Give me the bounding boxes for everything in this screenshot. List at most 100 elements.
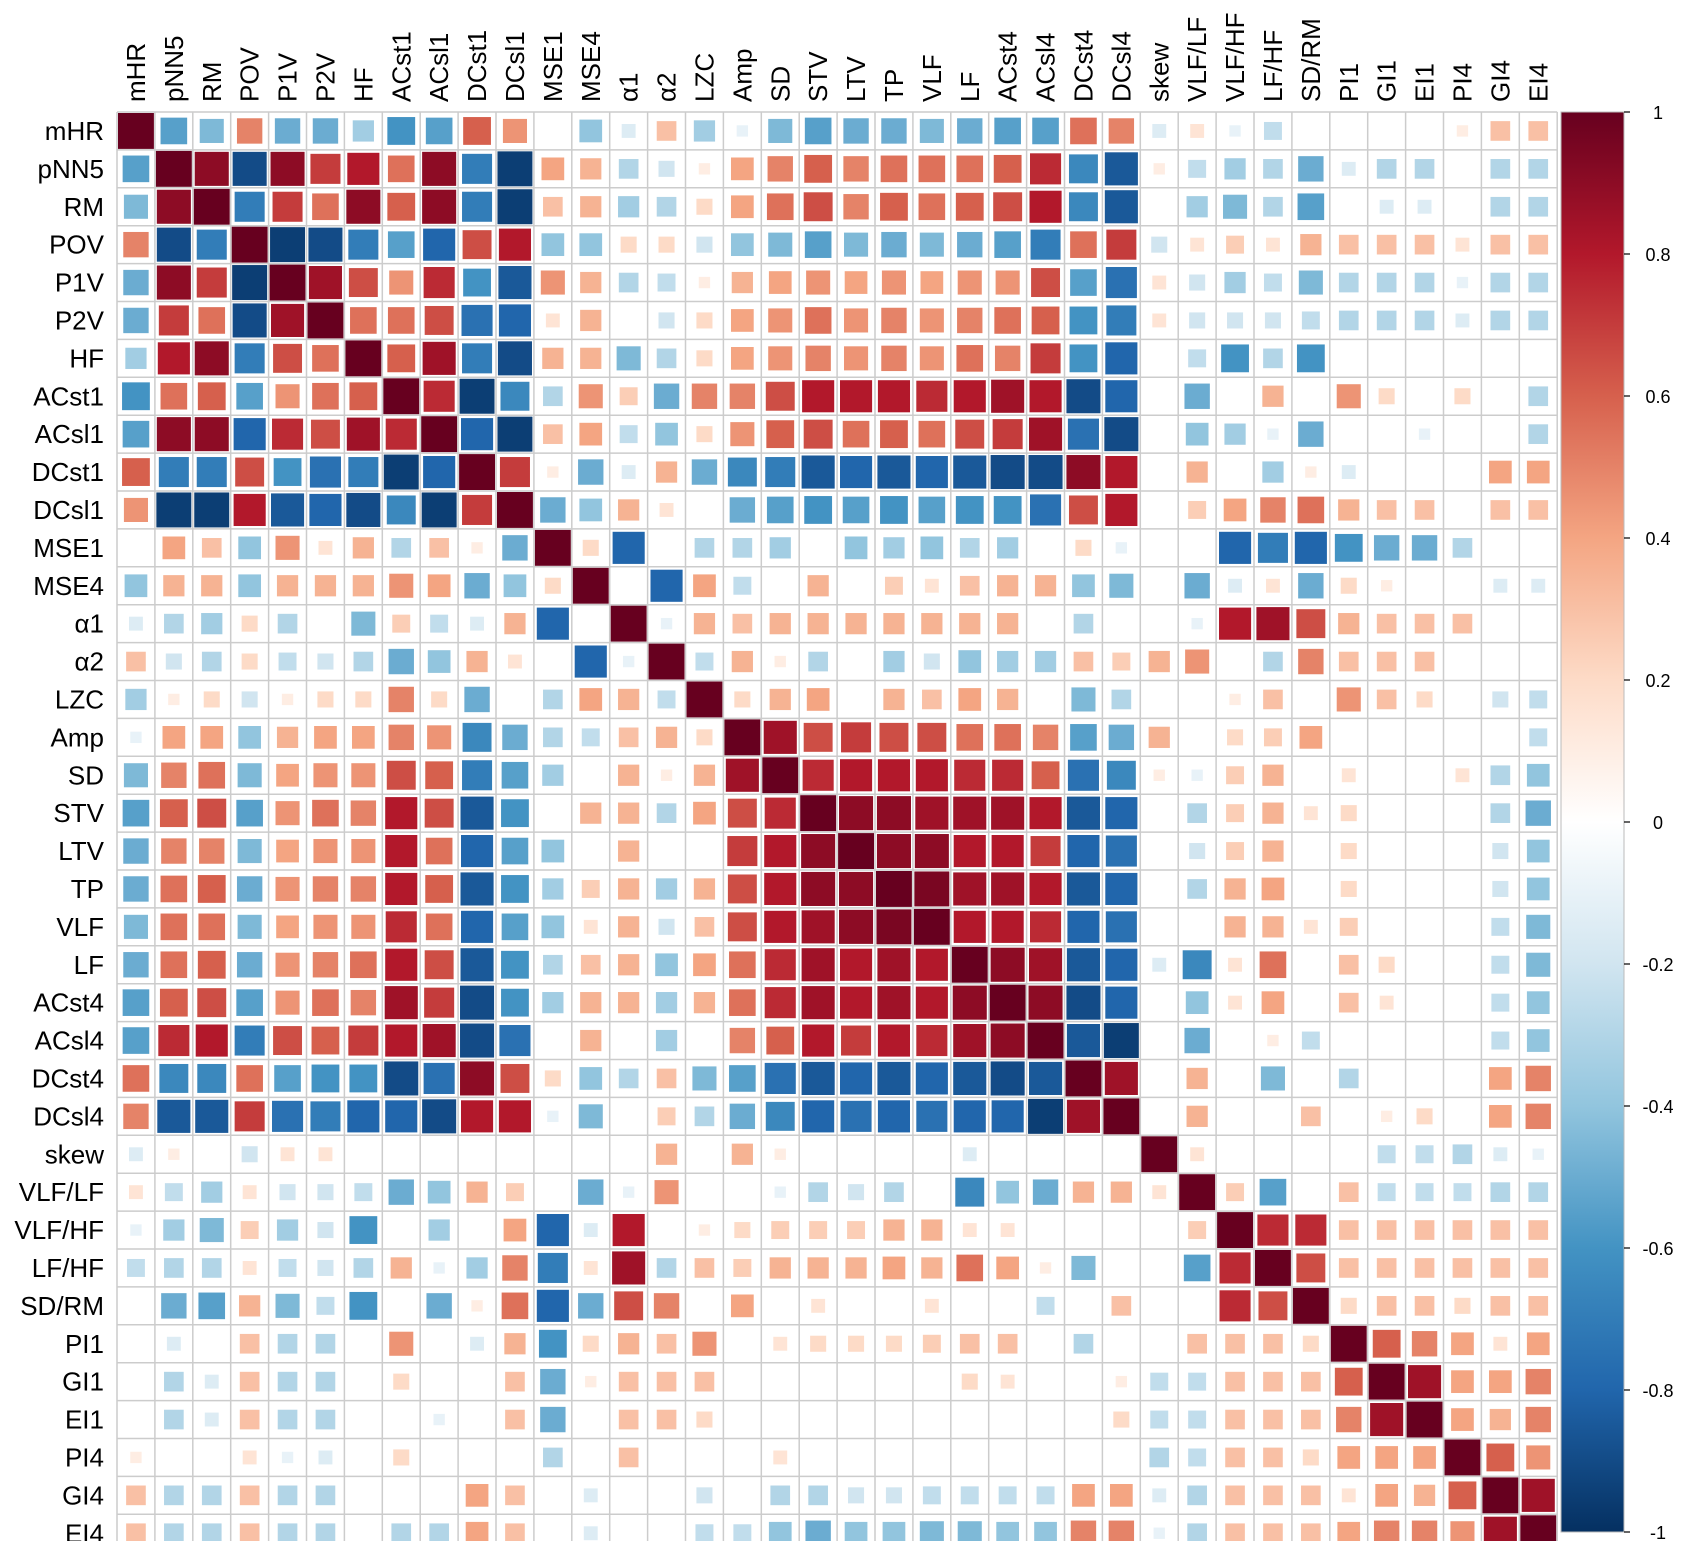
matrix-cell — [1217, 1212, 1253, 1248]
matrix-cell — [1228, 957, 1242, 972]
matrix-cell — [696, 729, 713, 746]
matrix-cell — [1066, 379, 1101, 414]
matrix-cell — [1036, 1296, 1055, 1315]
matrix-cell — [918, 193, 946, 221]
matrix-cell — [502, 118, 527, 143]
matrix-cell — [157, 342, 190, 375]
matrix-cell — [501, 988, 529, 1017]
matrix-cell — [1106, 229, 1137, 260]
matrix-cell — [1375, 1484, 1399, 1507]
matrix-cell — [801, 948, 835, 982]
matrix-cell — [505, 1371, 525, 1392]
matrix-cell — [503, 1218, 527, 1242]
matrix-cell — [542, 347, 564, 369]
matrix-cell — [313, 763, 338, 788]
matrix-cell — [1111, 689, 1132, 710]
matrix-cell — [501, 799, 529, 828]
matrix-cell — [1373, 1520, 1400, 1541]
matrix-cell — [883, 1219, 905, 1241]
matrix-cell — [884, 576, 903, 595]
matrix-cell — [801, 455, 835, 489]
matrix-cell — [1378, 956, 1395, 973]
matrix-cell — [768, 271, 792, 294]
matrix-cell — [729, 1065, 756, 1092]
matrix-cell — [352, 726, 375, 749]
matrix-cell — [733, 576, 752, 595]
matrix-cell — [1029, 417, 1063, 451]
colorbar-tick-label: -1 — [1650, 1523, 1666, 1541]
matrix-cell — [1263, 728, 1282, 747]
matrix-cell — [994, 231, 1021, 258]
matrix-cell — [731, 1143, 753, 1165]
matrix-cell — [658, 312, 675, 329]
matrix-cell — [1030, 229, 1061, 260]
matrix-cell — [1526, 1332, 1550, 1356]
column-label: ACst1 — [386, 31, 416, 102]
matrix-cell — [1298, 573, 1324, 599]
matrix-cell — [881, 231, 907, 258]
matrix-cell — [428, 1219, 450, 1241]
matrix-cell — [655, 1143, 678, 1165]
matrix-cell — [156, 417, 191, 452]
matrix-cell — [1067, 418, 1099, 450]
column-label: P2V — [310, 52, 340, 102]
matrix-cell — [997, 537, 1019, 559]
matrix-cell — [580, 158, 602, 180]
matrix-cell — [991, 835, 1024, 868]
matrix-cell — [1456, 276, 1469, 289]
matrix-cell — [242, 1450, 257, 1465]
matrix-cell — [733, 1524, 752, 1541]
matrix-cell — [991, 1100, 1024, 1133]
matrix-cell — [1225, 1333, 1245, 1354]
matrix-cell — [311, 1026, 340, 1055]
matrix-cell — [578, 1179, 604, 1205]
matrix-cell — [534, 529, 571, 566]
matrix-cell — [916, 380, 948, 412]
matrix-cell — [810, 1335, 827, 1352]
matrix-cell — [1338, 272, 1359, 293]
matrix-cell — [1334, 533, 1363, 562]
matrix-cell — [198, 307, 226, 334]
matrix-cell — [237, 763, 262, 788]
matrix-cell — [877, 1024, 911, 1057]
matrix-cell — [1411, 1331, 1438, 1357]
matrix-cell — [580, 992, 602, 1014]
matrix-cell — [648, 643, 685, 680]
matrix-cell — [1229, 693, 1241, 706]
matrix-cell — [618, 764, 640, 786]
matrix-cell — [804, 154, 833, 183]
matrix-cell — [352, 575, 374, 597]
matrix-cell — [350, 989, 377, 1016]
matrix-cell — [1483, 1516, 1517, 1541]
matrix-cell — [275, 1293, 300, 1318]
column-label: STV — [803, 51, 833, 102]
matrix-cell — [1415, 1145, 1434, 1164]
matrix-cell — [388, 1179, 414, 1205]
matrix-cell — [349, 1291, 378, 1320]
matrix-cell — [696, 312, 713, 329]
matrix-cell — [844, 1521, 868, 1541]
matrix-cell — [578, 459, 604, 485]
matrix-cell — [1030, 911, 1062, 943]
matrix-cell — [537, 1252, 568, 1283]
matrix-cell — [1338, 1220, 1359, 1240]
matrix-cell — [422, 151, 457, 186]
matrix-cell — [1528, 159, 1549, 179]
matrix-cell — [387, 192, 416, 221]
matrix-cell — [504, 1333, 526, 1355]
matrix-cell — [1152, 1185, 1167, 1200]
matrix-cell — [274, 118, 301, 144]
matrix-cell — [1375, 1446, 1399, 1469]
matrix-cell — [1066, 455, 1101, 490]
matrix-cell — [921, 1257, 943, 1279]
row-label: DCst4 — [32, 1063, 104, 1093]
matrix-cell — [844, 346, 869, 371]
matrix-cell — [1303, 806, 1318, 821]
matrix-cell — [1262, 764, 1284, 786]
matrix-cell — [1263, 273, 1282, 292]
column-label: VLF/LF — [1182, 17, 1212, 102]
matrix-cell — [162, 726, 186, 749]
matrix-cell — [580, 309, 602, 332]
matrix-cell — [277, 1485, 298, 1506]
matrix-cell — [1151, 236, 1168, 253]
